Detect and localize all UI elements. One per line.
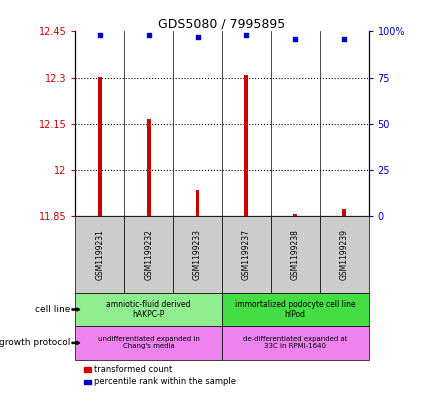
Text: transformed count: transformed count [93,365,172,374]
Bar [341,209,345,216]
Text: GSM1199239: GSM1199239 [339,229,348,280]
Bar [195,190,199,216]
Point [243,32,249,38]
Text: GSM1199233: GSM1199233 [193,229,202,280]
Text: GSM1199237: GSM1199237 [241,229,250,280]
Text: cell line: cell line [35,305,70,314]
Point [194,34,200,40]
Bar [292,214,297,216]
Text: amniotic-fluid derived
hAKPC-P: amniotic-fluid derived hAKPC-P [106,300,190,319]
Text: GSM1199231: GSM1199231 [95,229,104,280]
Bar [98,77,101,216]
Bar [244,75,248,216]
Point [291,36,298,42]
Text: growth protocol: growth protocol [0,338,70,347]
Text: GSM1199238: GSM1199238 [290,229,299,280]
Text: GSM1199232: GSM1199232 [144,229,153,280]
Text: immortalized podocyte cell line
hIPod: immortalized podocyte cell line hIPod [234,300,355,319]
Point [96,32,103,38]
Title: GDS5080 / 7995895: GDS5080 / 7995895 [158,17,285,30]
Point [340,36,347,42]
Text: percentile rank within the sample: percentile rank within the sample [93,378,235,386]
Text: de-differentiated expanded at
33C in RPMI-1640: de-differentiated expanded at 33C in RPM… [243,336,347,349]
Bar [146,119,150,216]
Text: undifferentiated expanded in
Chang's media: undifferentiated expanded in Chang's med… [98,336,199,349]
Point [145,32,152,38]
